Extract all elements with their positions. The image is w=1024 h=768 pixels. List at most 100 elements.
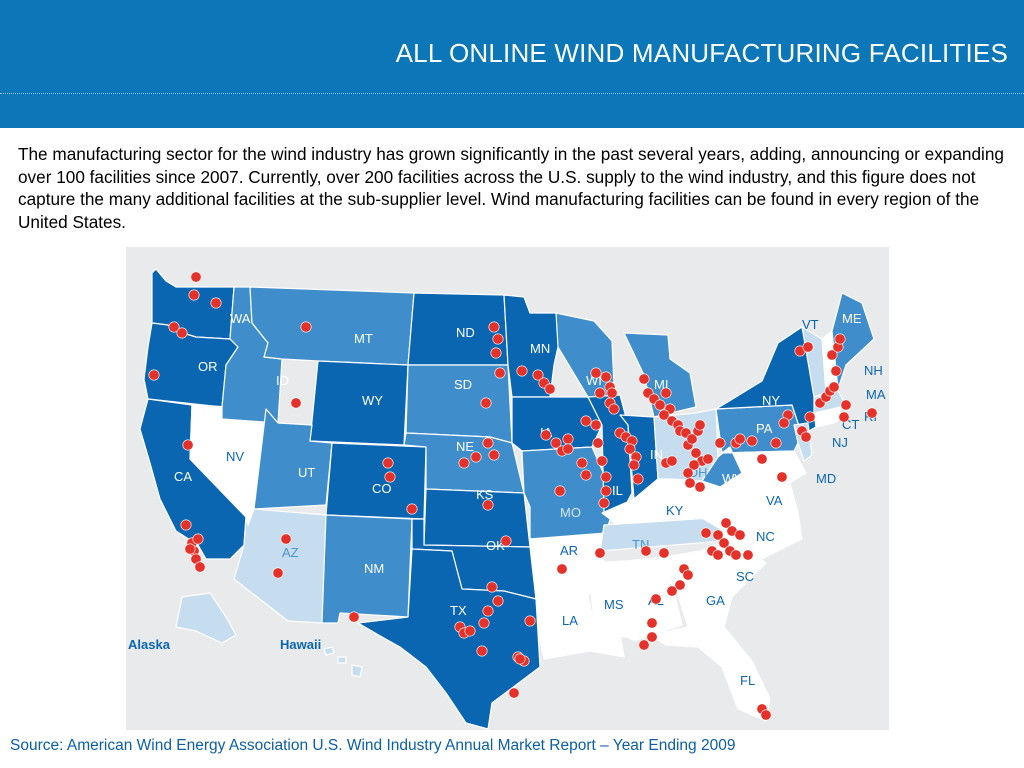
facility-marker bbox=[148, 369, 160, 381]
facility-marker bbox=[190, 271, 202, 283]
state-label-nh: NH bbox=[864, 363, 883, 378]
facility-marker bbox=[760, 709, 772, 721]
facility-marker bbox=[778, 417, 790, 429]
us-facilities-map: WAORCANVIDMTWYUTCOAZNMNDSDNEKSOKTXMNIAMO… bbox=[128, 268, 886, 730]
facility-marker bbox=[654, 399, 666, 411]
state-label-ne: NE bbox=[456, 439, 474, 454]
facility-marker bbox=[674, 579, 686, 591]
state-mt bbox=[249, 286, 415, 366]
state-label-nc: NC bbox=[756, 529, 775, 544]
facility-marker bbox=[682, 467, 694, 479]
state-label-wy: WY bbox=[362, 393, 383, 408]
facility-marker bbox=[600, 485, 612, 497]
facility-marker bbox=[606, 387, 618, 399]
facility-marker bbox=[490, 347, 502, 359]
facility-marker bbox=[562, 433, 574, 445]
facility-marker bbox=[384, 471, 396, 483]
facility-marker bbox=[638, 639, 650, 651]
facility-marker bbox=[596, 455, 608, 467]
facility-marker bbox=[478, 617, 490, 629]
state-label-in: IN bbox=[650, 447, 663, 462]
state-ak bbox=[175, 592, 237, 644]
facility-marker bbox=[580, 469, 592, 481]
state-label-il: IL bbox=[612, 483, 623, 498]
facility-marker bbox=[608, 403, 620, 415]
facility-marker bbox=[348, 611, 360, 623]
facility-marker bbox=[594, 547, 606, 559]
state-az bbox=[233, 508, 327, 624]
facility-marker bbox=[712, 549, 724, 561]
state-label-ut: UT bbox=[298, 465, 315, 480]
facility-marker bbox=[488, 449, 500, 461]
state-ut bbox=[253, 408, 333, 510]
facility-marker bbox=[866, 407, 878, 419]
state-label-ma: MA bbox=[866, 387, 886, 402]
facility-marker bbox=[476, 645, 488, 657]
facility-marker bbox=[838, 411, 850, 423]
state-hi3 bbox=[351, 664, 363, 678]
facility-marker bbox=[514, 653, 526, 665]
state-label-wv: WV bbox=[722, 471, 743, 486]
state-label-az: AZ bbox=[282, 545, 299, 560]
facility-marker bbox=[554, 485, 566, 497]
facility-marker bbox=[594, 387, 606, 399]
facility-marker bbox=[660, 387, 672, 399]
state-label-nj: NJ bbox=[832, 435, 848, 450]
facility-marker bbox=[524, 615, 536, 627]
facility-marker bbox=[556, 563, 568, 575]
facility-marker bbox=[580, 415, 592, 427]
state-label-ms: MS bbox=[604, 597, 624, 612]
facility-marker bbox=[532, 369, 544, 381]
facility-marker bbox=[776, 471, 788, 483]
facility-marker bbox=[516, 365, 528, 377]
state-label-me: ME bbox=[842, 311, 862, 326]
facility-marker bbox=[600, 471, 612, 483]
state-label-mn: MN bbox=[530, 341, 550, 356]
facility-marker bbox=[658, 547, 670, 559]
facility-marker bbox=[188, 289, 200, 301]
facility-marker bbox=[828, 381, 840, 393]
state-label-md: MD bbox=[816, 471, 836, 486]
state-ri bbox=[831, 406, 841, 424]
facility-marker bbox=[280, 533, 292, 545]
facility-marker bbox=[834, 333, 846, 345]
facility-marker bbox=[598, 497, 610, 509]
state-label-ky: KY bbox=[666, 503, 684, 518]
facility-marker bbox=[646, 631, 658, 643]
facility-marker bbox=[700, 527, 712, 539]
facility-marker bbox=[482, 605, 494, 617]
facility-marker bbox=[684, 477, 696, 489]
facility-marker bbox=[168, 321, 180, 333]
state-label-co: CO bbox=[372, 481, 392, 496]
facility-marker bbox=[702, 453, 714, 465]
facility-marker bbox=[756, 453, 768, 465]
state-ms bbox=[587, 560, 629, 638]
facility-marker bbox=[590, 367, 602, 379]
facility-marker bbox=[624, 443, 636, 455]
source-citation: Source: American Wind Energy Association… bbox=[10, 737, 736, 754]
state-label-nd: ND bbox=[456, 325, 475, 340]
state-label-tx: TX bbox=[450, 603, 467, 618]
state-labels: WAORCANVIDMTWYUTCOAZNMNDSDNEKSOKTXMNIAMO… bbox=[128, 311, 886, 688]
facility-marker bbox=[688, 459, 700, 471]
facility-marker bbox=[800, 431, 812, 443]
state-wy bbox=[309, 360, 409, 446]
facility-marker bbox=[742, 549, 754, 561]
facility-marker bbox=[406, 503, 418, 515]
facility-marker bbox=[826, 349, 838, 361]
facility-marker bbox=[494, 367, 506, 379]
state-label-sc: SC bbox=[736, 569, 754, 584]
state-label-nv: NV bbox=[226, 449, 244, 464]
facility-marker bbox=[550, 437, 562, 449]
facility-marker bbox=[300, 321, 312, 333]
state-label-la: LA bbox=[562, 613, 578, 628]
facility-marker bbox=[544, 383, 556, 395]
intro-paragraph: The manufacturing sector for the wind in… bbox=[18, 144, 1004, 232]
facility-marker bbox=[730, 549, 742, 561]
facility-marker bbox=[628, 459, 640, 471]
state-label-or: OR bbox=[198, 359, 218, 374]
facility-marker bbox=[746, 435, 758, 447]
facility-marker bbox=[470, 451, 482, 463]
state-shapes bbox=[139, 268, 875, 730]
state-label-mt: MT bbox=[354, 331, 373, 346]
